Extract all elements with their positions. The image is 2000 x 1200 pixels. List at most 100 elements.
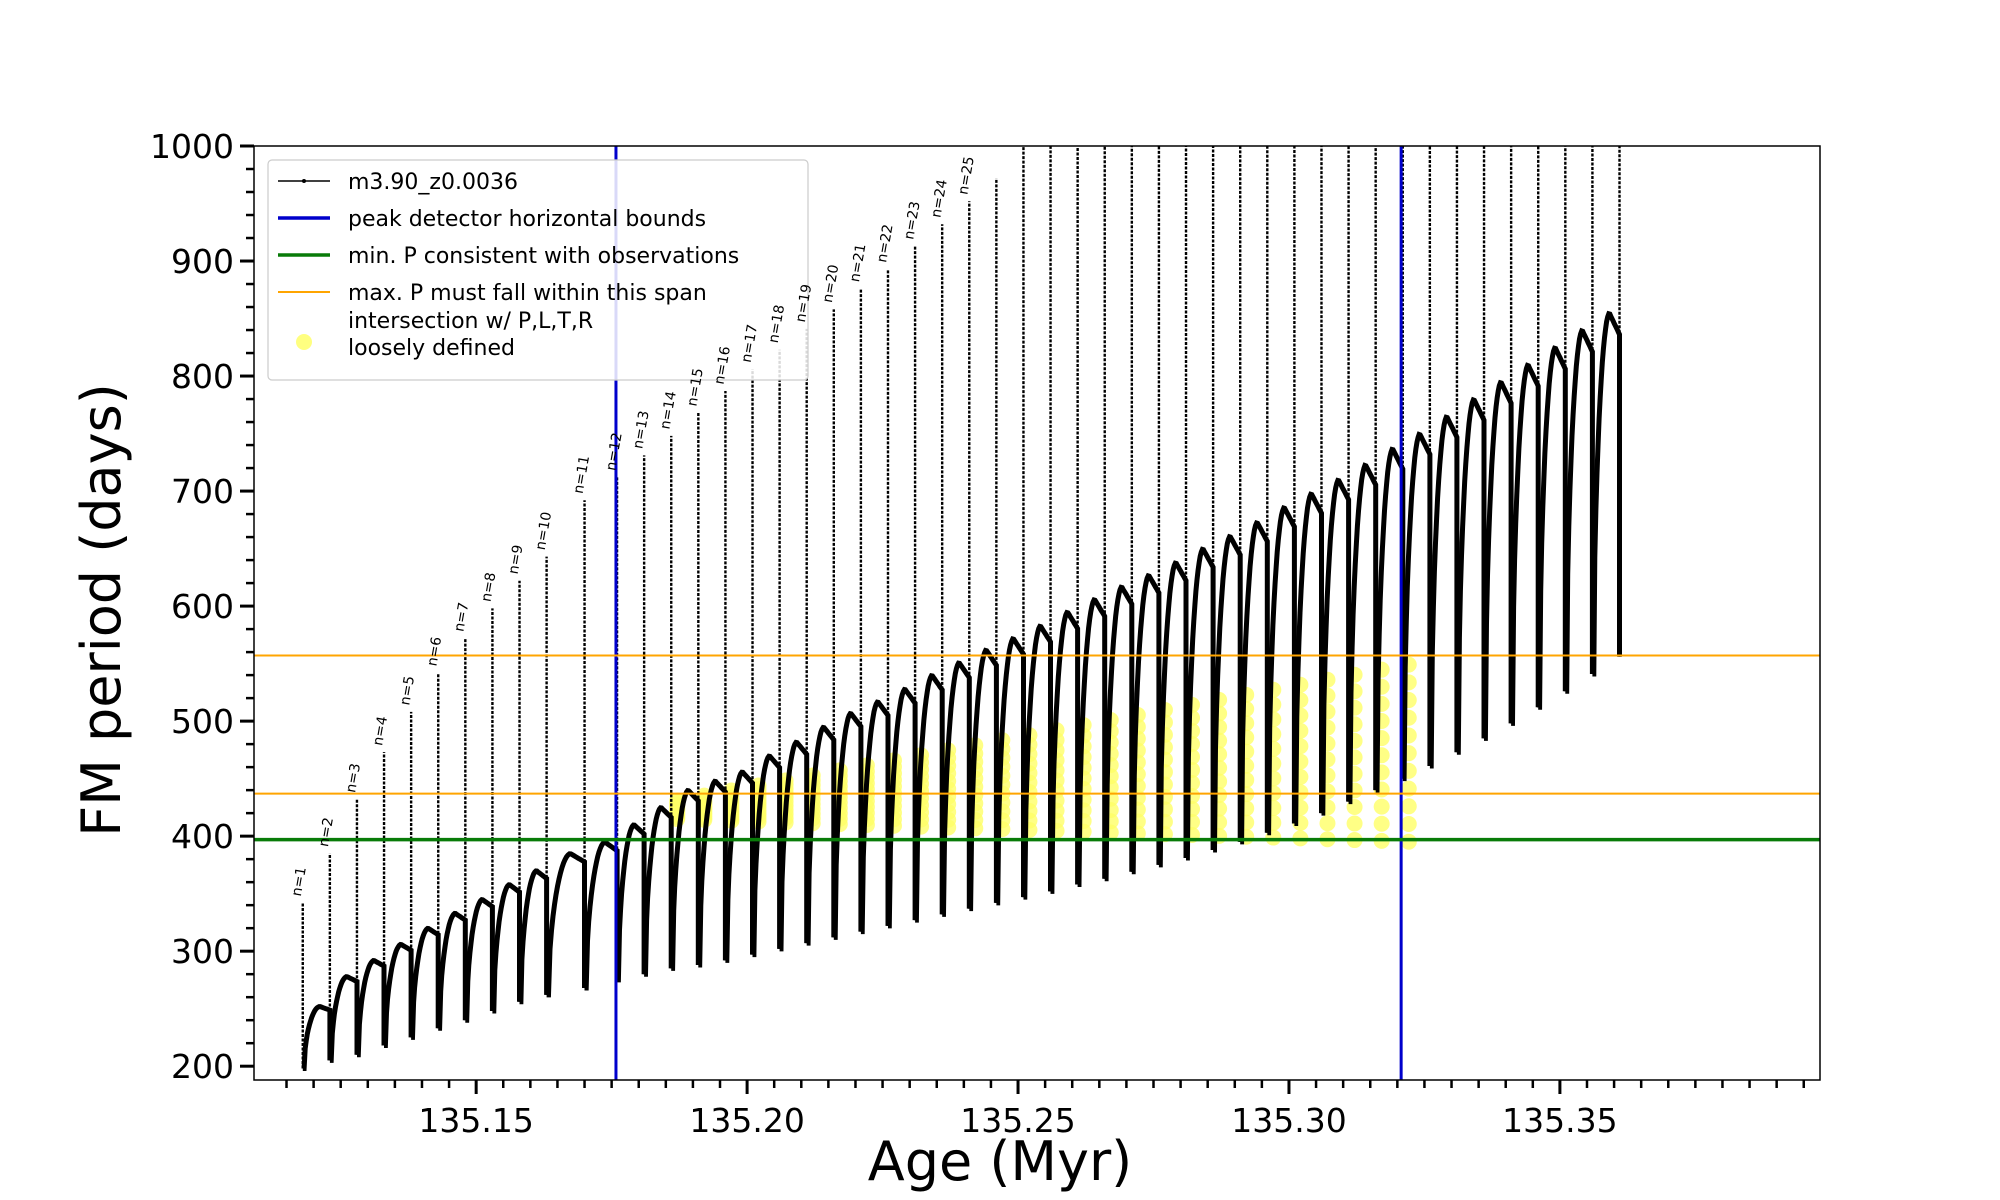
pulse-label: n=7 xyxy=(451,601,472,633)
pulse-arc xyxy=(1293,491,1324,826)
pulse-arc xyxy=(546,851,587,998)
pulse-label: n=21 xyxy=(847,243,869,284)
pulse-arc xyxy=(995,636,1026,906)
pulse-arc xyxy=(1374,446,1406,793)
y-tick-label: 1000 xyxy=(150,127,234,166)
legend-box xyxy=(267,159,809,381)
pulse-label: n=11 xyxy=(571,454,593,495)
intersection-marker xyxy=(1400,833,1417,850)
pulse-arc xyxy=(886,686,918,929)
pulse-label: n=16 xyxy=(712,345,734,386)
pulse-arc xyxy=(410,925,441,1040)
y-tick-label: 700 xyxy=(171,472,234,511)
pulse-label: n=13 xyxy=(630,409,652,450)
pulse-arc xyxy=(464,897,495,1023)
pulse-arc xyxy=(437,910,468,1031)
intersection-marker xyxy=(1400,816,1417,833)
legend-label: m3.90_z0.0036 xyxy=(348,170,518,195)
y-tick-label: 800 xyxy=(171,357,234,396)
pulse-arc xyxy=(832,710,864,940)
intersection-marker xyxy=(1373,798,1390,815)
pulse-label: n=18 xyxy=(766,304,788,345)
pulse-arc xyxy=(670,787,701,971)
pulse-arc xyxy=(1482,379,1514,741)
pulse-arc xyxy=(355,958,387,1058)
intersection-marker xyxy=(1400,798,1417,815)
pulse-arc xyxy=(615,822,647,983)
legend-label: peak detector horizontal bounds xyxy=(348,207,706,232)
pulse-label: n=5 xyxy=(397,675,418,707)
pulse-arc xyxy=(1428,414,1460,769)
pulse-arc xyxy=(301,1004,333,1071)
x-tick-label: 135.15 xyxy=(418,1101,533,1140)
x-tick-label: 135.20 xyxy=(689,1101,804,1140)
legend-label: min. P consistent with observations xyxy=(348,244,739,269)
pulse-label: n=17 xyxy=(739,323,761,364)
plot-frame xyxy=(253,145,1821,1081)
pulse-arc xyxy=(1347,462,1379,805)
pulse-labels: n=1n=2n=3n=4n=5n=6n=7n=8n=9n=10n=11n=12n… xyxy=(289,155,978,897)
pulse-label: n=14 xyxy=(657,390,679,431)
y-tick-label: 400 xyxy=(171,817,234,856)
legend-swatch-dot xyxy=(302,179,306,183)
pulse-arc xyxy=(1564,327,1595,694)
pulse-label: n=20 xyxy=(820,263,842,304)
pulse-arc xyxy=(491,882,522,1014)
axes: 200 300 400 500 600 700 800 900 1000 135.15 135.20… xyxy=(150,127,1821,1140)
pulse-label: n=12 xyxy=(603,431,625,472)
pulse-label: n=25 xyxy=(955,155,977,196)
pulse-label: n=22 xyxy=(874,223,896,264)
pulse-arc xyxy=(583,839,620,991)
intersection-marker xyxy=(1373,815,1390,832)
y-tick-label: 500 xyxy=(171,702,234,741)
pulse-arc xyxy=(724,769,755,963)
pulse-arc xyxy=(1157,560,1189,868)
pulse-arc xyxy=(1184,546,1216,861)
pulse-arc xyxy=(1049,609,1081,894)
pulse-arc xyxy=(1103,584,1135,882)
pulse-label: n=15 xyxy=(684,367,706,408)
x-tick-label: 135.25 xyxy=(960,1101,1075,1140)
pulse-label: n=10 xyxy=(533,511,555,552)
intersection-marker xyxy=(1346,815,1363,832)
pulse-arc xyxy=(1076,597,1108,887)
x-tick-label: 135.30 xyxy=(1231,1101,1346,1140)
pulse-arc xyxy=(1591,310,1622,677)
pulse-label: n=19 xyxy=(793,283,815,324)
pulse-label: n=6 xyxy=(424,636,445,668)
pulse-label: n=2 xyxy=(316,816,337,848)
x-axis-title: Age (Myr) xyxy=(868,1130,1133,1193)
pulse-arc xyxy=(1130,572,1162,875)
pulse-arc xyxy=(778,739,810,952)
pulse-arc xyxy=(1455,396,1487,755)
pulse-arc xyxy=(697,778,728,968)
plot-area xyxy=(254,146,1820,1080)
pulse-arc xyxy=(1510,362,1541,726)
pulse-arc xyxy=(1537,345,1568,710)
pulse-arc xyxy=(941,660,972,917)
y-axis-title: FM period (days) xyxy=(70,383,133,837)
pulse-label: n=1 xyxy=(289,866,310,898)
y-tick-label: 900 xyxy=(171,242,234,281)
pulse-arc xyxy=(859,699,891,935)
x-tick-label: 135.35 xyxy=(1502,1101,1617,1140)
legend-label: max. P must fall within this span xyxy=(348,281,707,306)
y-tick-label: 600 xyxy=(171,587,234,626)
pulse-label: n=24 xyxy=(928,178,950,219)
pulse-arc xyxy=(1212,533,1243,853)
legend-label: loosely defined xyxy=(348,336,515,361)
pulse-arc xyxy=(643,805,674,977)
pulse-label: n=4 xyxy=(370,715,391,747)
pulse-label: n=3 xyxy=(343,762,364,794)
y-tick-label: 200 xyxy=(171,1047,234,1086)
pulse-label: n=23 xyxy=(901,200,923,241)
legend-label: intersection w/ P,L,T,R xyxy=(348,309,593,334)
pulse-arc xyxy=(1320,477,1352,816)
pulse-label: n=8 xyxy=(479,571,500,603)
pulse-label: n=9 xyxy=(506,544,527,576)
pulse-arc xyxy=(1022,623,1053,900)
pulse-arc xyxy=(1266,505,1297,836)
model-track xyxy=(301,146,1622,1071)
legend-swatch-marker xyxy=(296,334,312,350)
